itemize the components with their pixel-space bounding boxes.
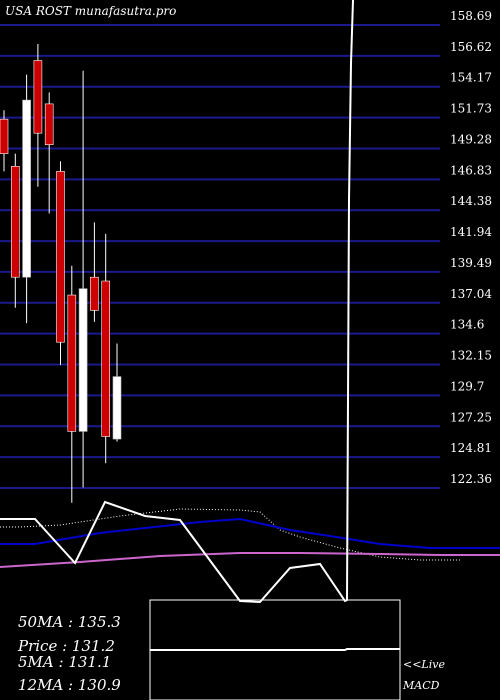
y-tick-label: 127.25 (450, 410, 492, 424)
y-tick-label: 158.69 (450, 9, 492, 23)
candle-bearish (90, 276, 99, 311)
moving-average-lines (0, 0, 500, 604)
grid-lines (0, 24, 440, 489)
candle-bearish (67, 294, 77, 432)
candlesticks (0, 43, 122, 503)
ma-pink-line (0, 552, 500, 568)
y-tick-label: 141.94 (450, 225, 492, 239)
macd-title-label: MACD (402, 679, 440, 692)
macd-live-label: <<Live (403, 658, 445, 671)
price-white-line (0, 0, 354, 604)
legend-ma50: 50MA : 135.3 (18, 613, 121, 631)
candle-bearish (11, 166, 20, 278)
header-label: USA ROST munafasutra.pro (5, 4, 176, 18)
candle-bullish (78, 288, 88, 432)
legend-ma12: 12MA : 130.9 (18, 676, 121, 694)
ma-dotted-line (0, 508, 460, 561)
candle-bearish (101, 280, 110, 437)
candle-bullish (22, 99, 31, 278)
y-tick-label: 137.04 (450, 287, 492, 301)
y-tick-label: 144.38 (450, 194, 492, 208)
candle-bearish (44, 103, 54, 145)
candle-bullish (112, 376, 122, 440)
y-tick-label: 139.49 (450, 256, 492, 270)
y-tick-label: 124.81 (450, 441, 492, 455)
y-tick-label: 146.83 (450, 163, 492, 177)
y-tick-label: 122.36 (450, 472, 492, 486)
y-tick-label: 134.6 (450, 318, 484, 332)
candle-bearish (0, 118, 9, 154)
macd-white-line (150, 648, 400, 651)
macd-lines (150, 648, 400, 651)
y-tick-label: 156.62 (450, 40, 492, 54)
y-tick-label: 129.7 (450, 379, 484, 393)
legend-price: Price : 131.2 (17, 637, 115, 655)
legend-ma5: 5MA : 131.1 (18, 653, 111, 671)
candle-bearish (56, 171, 65, 343)
candle-bearish (33, 60, 43, 134)
y-tick-label: 154.17 (450, 71, 492, 85)
ma-blue-line (0, 517, 500, 549)
y-tick-label: 151.73 (450, 102, 492, 116)
y-axis-tick-labels: 158.69 156.62 154.17 151.73 149.28 146.83 144.… (450, 9, 492, 486)
y-tick-label: 132.15 (450, 349, 492, 363)
y-tick-label: 149.28 (450, 132, 492, 146)
